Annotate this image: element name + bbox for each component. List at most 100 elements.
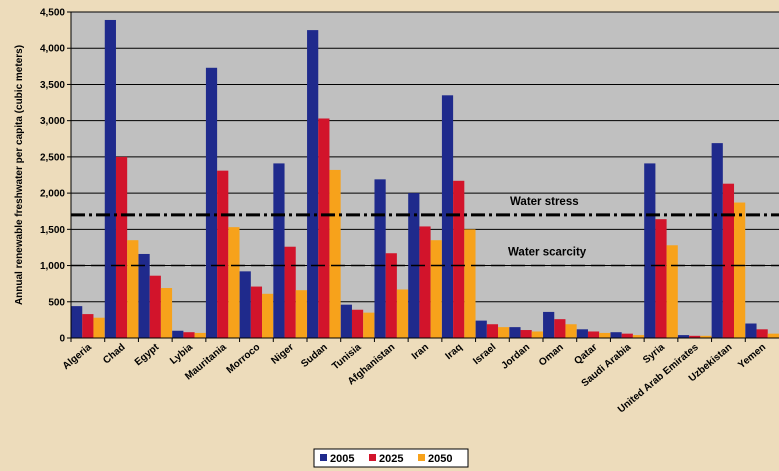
bar-2005 [543, 311, 555, 338]
legend-label-2025: 2025 [379, 453, 403, 465]
x-category-label: Chad [101, 342, 127, 366]
bar-2050 [430, 240, 442, 338]
bar-2025 [419, 226, 431, 338]
y-tick-label: 1,500 [40, 225, 65, 236]
bar-2050 [295, 290, 307, 338]
bar-2025 [453, 180, 465, 338]
bar-2025 [250, 286, 263, 338]
x-category-label: Egypt [133, 341, 162, 368]
bar-2050 [565, 324, 577, 338]
bar-2025 [318, 118, 330, 338]
bar-2005 [441, 95, 454, 338]
bar-2050 [599, 332, 611, 338]
bar-2025 [284, 246, 296, 338]
y-tick-label: 4,500 [40, 8, 65, 19]
bar-2025 [149, 275, 161, 338]
bar-2005 [374, 179, 386, 338]
y-tick-label: 1,000 [40, 261, 65, 272]
bar-2025 [351, 309, 364, 338]
bars [71, 19, 779, 338]
bar-2005 [745, 323, 757, 338]
bar-2050 [262, 293, 274, 338]
legend-swatch-2025 [369, 454, 376, 461]
bar-2050 [498, 327, 510, 338]
y-tick-labels: 0 500 1,000 1,500 2,000 2,500 3,000 3,500 4,000 4… [40, 8, 71, 345]
y-axis-label: Annual renewable freshwater per capita (… [14, 45, 25, 305]
bar-2050 [734, 202, 746, 338]
bar-2050 [160, 288, 173, 338]
bar-2050 [93, 317, 105, 338]
y-tick-label: 3,000 [40, 116, 65, 127]
x-category-label: Morroco [225, 342, 263, 376]
y-tick-label: 500 [48, 297, 65, 308]
bar-2025 [655, 219, 667, 338]
bar-2005 [711, 143, 723, 338]
bar-2005 [576, 329, 588, 338]
x-category-label: Sudan [299, 342, 329, 370]
bar-2005 [104, 19, 116, 338]
bar-2005 [273, 163, 285, 338]
bar-2005 [475, 320, 487, 338]
x-category-label: Qatar [572, 342, 599, 367]
bar-2005 [172, 330, 184, 338]
bar-2025 [183, 332, 195, 338]
bar-2005 [509, 327, 521, 338]
legend-swatch-2005 [320, 454, 327, 461]
legend-label-2050: 2050 [428, 453, 452, 465]
bar-2005 [239, 271, 251, 338]
bar-2050 [464, 229, 476, 338]
y-tick-label: 4,000 [40, 44, 65, 55]
x-category-label: Jordan [499, 342, 532, 372]
bar-2005 [644, 163, 656, 338]
x-category-label: Iraq [444, 342, 465, 362]
bar-2025 [722, 183, 735, 338]
bar-2005 [71, 306, 83, 338]
reference-line-label: Water stress [510, 196, 579, 208]
bar-2050 [767, 333, 779, 338]
y-tick-label: 2,500 [40, 152, 65, 163]
bar-2005 [677, 335, 690, 338]
bar-2025 [385, 253, 397, 338]
bar-2025 [486, 324, 499, 338]
bar-2050 [127, 240, 139, 338]
bar-2050 [329, 169, 341, 338]
legend-box [313, 448, 469, 468]
bar-2005 [340, 304, 352, 338]
bar-2050 [363, 312, 375, 338]
bar-2005 [138, 253, 150, 338]
legend: 2005 2025 2050 [313, 448, 469, 468]
x-category-label: Yemen [736, 342, 768, 371]
bar-2050 [700, 335, 712, 338]
legend-swatch-2050 [418, 454, 425, 461]
bar-2050 [666, 245, 678, 338]
bar-2025 [587, 331, 600, 338]
bar-2050 [228, 227, 240, 338]
x-category-label: Lybia [168, 342, 195, 367]
y-tick-label: 3,500 [40, 80, 65, 91]
bar-2025 [82, 314, 94, 338]
bar-2025 [756, 329, 768, 338]
y-tick-label: 0 [59, 334, 65, 345]
legend-label-2005: 2005 [330, 453, 354, 465]
x-category-label: Iran [410, 342, 431, 362]
bar-2050 [531, 331, 543, 338]
bar-2050 [396, 289, 409, 338]
x-category-label: Niger [269, 342, 296, 367]
reference-line-label: Water scarcity [508, 247, 587, 259]
bar-2050 [632, 335, 645, 338]
reference-lines: Water stress Water scarcity [71, 196, 779, 267]
bar-2005 [205, 67, 218, 338]
bar-2005 [307, 30, 319, 338]
x-category-label: Israel [471, 342, 498, 367]
bar-2025 [217, 170, 229, 338]
bar-2050 [194, 332, 206, 338]
x-category-label: Algeria [61, 342, 94, 372]
bar-2025 [689, 335, 701, 338]
y-tick-label: 2,000 [40, 189, 65, 200]
bar-2025 [621, 333, 633, 338]
x-category-label: Oman [537, 342, 566, 369]
bar-2025 [520, 330, 532, 338]
x-category-label: Syria [641, 342, 667, 366]
